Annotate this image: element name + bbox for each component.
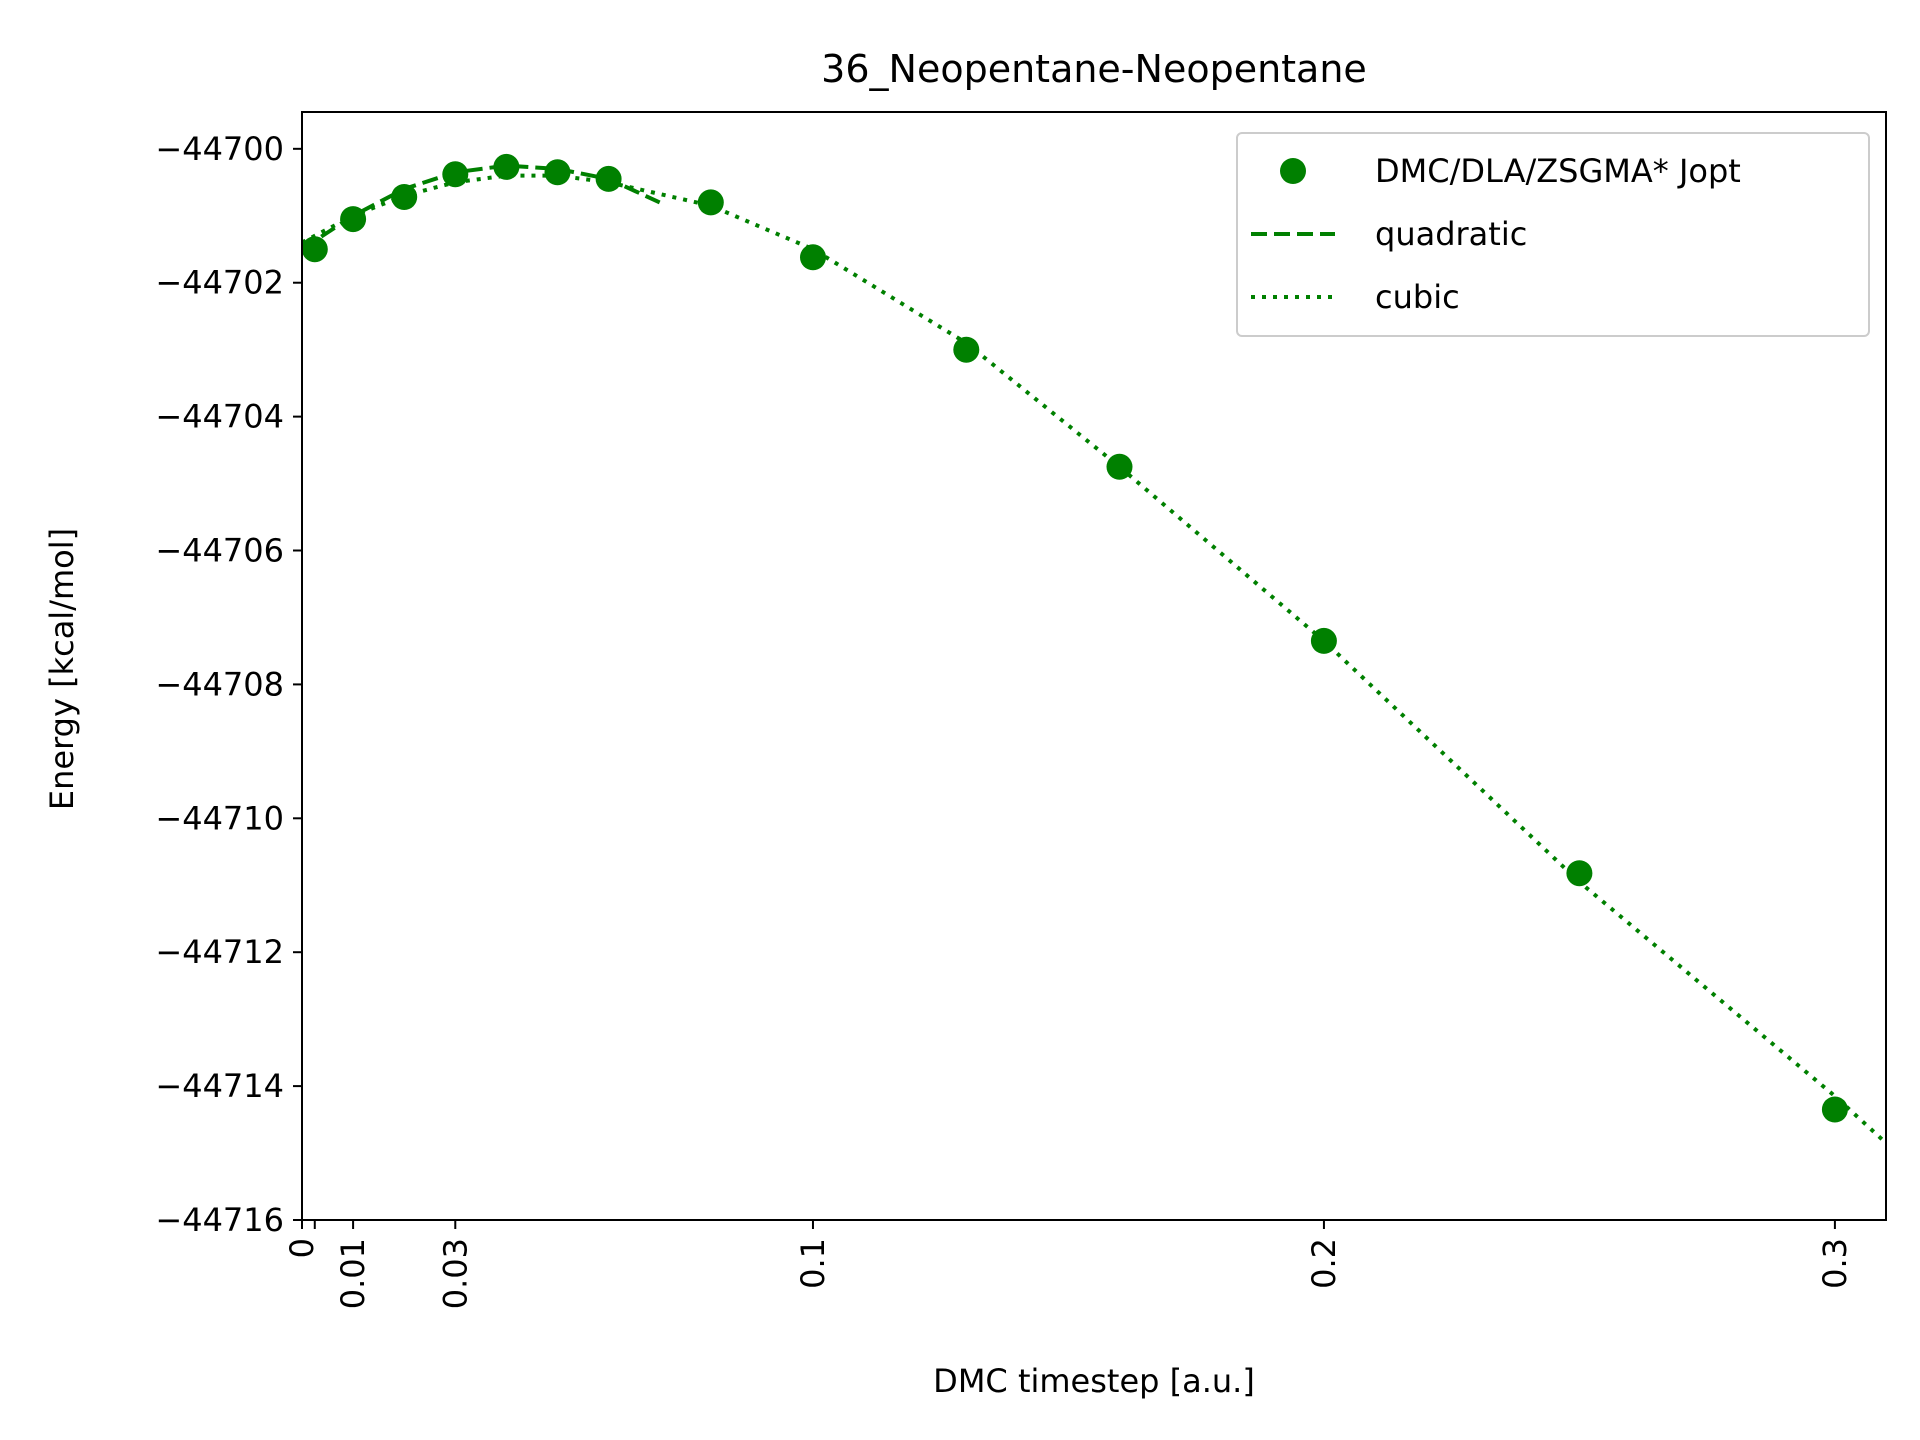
legend-label: quadratic: [1375, 215, 1527, 253]
y-tick-label: −44712: [155, 933, 284, 971]
y-axis-label: Energy [kcal/mol]: [43, 528, 81, 810]
data-point: [340, 206, 367, 233]
x-tick-label: 0.2: [1305, 1238, 1343, 1289]
y-tick-label: −44706: [155, 532, 284, 570]
data-point: [1310, 627, 1337, 654]
legend-box: [1236, 132, 1870, 337]
y-tick-label: −44708: [155, 665, 284, 703]
data-point: [953, 336, 980, 363]
data-point: [1106, 453, 1133, 480]
y-tick-label: −44714: [155, 1067, 284, 1105]
data-point: [1821, 1096, 1848, 1123]
chart-title: 36_Neopentane-Neopentane: [821, 47, 1367, 91]
data-point: [391, 184, 418, 210]
x-axis-label: DMC timestep [a.u.]: [933, 1362, 1255, 1400]
plot-markers: [301, 153, 1848, 1123]
x-tick-label: 0.01: [334, 1238, 372, 1309]
data-point: [595, 165, 622, 192]
legend-label: cubic: [1375, 278, 1460, 316]
x-tick-label: 0: [283, 1238, 321, 1258]
x-tick-label: 0.03: [436, 1238, 474, 1309]
x-tick-label: 0.1: [794, 1238, 832, 1289]
y-axis-ticks: −44700 −44702 −44704 −44706 −44708 −44710 −447…: [155, 130, 302, 1239]
x-axis-ticks: 0 0.01 0.03 0.1 0.2 0.3: [283, 1220, 1854, 1309]
plot-frame: [301, 111, 1887, 1221]
y-tick-label: −44716: [155, 1201, 284, 1239]
data-point: [800, 244, 826, 271]
x-tick-label: 0.3: [1816, 1238, 1854, 1289]
y-tick-label: −44700: [155, 130, 284, 168]
legend: DMC/DLA/ZSGMA* Jopt quadratic cubic: [1236, 132, 1870, 337]
data-point: [301, 236, 328, 263]
y-tick-label: −44710: [155, 799, 284, 837]
legend-label: DMC/DLA/ZSGMA* Jopt: [1375, 152, 1741, 190]
y-tick-label: −44704: [155, 398, 284, 436]
y-tick-label: −44702: [155, 264, 284, 302]
legend-marker: [1280, 158, 1306, 184]
data-point: [1566, 860, 1593, 887]
data-point: [544, 159, 571, 186]
data-point: [697, 189, 724, 216]
data-point: [442, 161, 469, 188]
data-point: [493, 153, 520, 180]
